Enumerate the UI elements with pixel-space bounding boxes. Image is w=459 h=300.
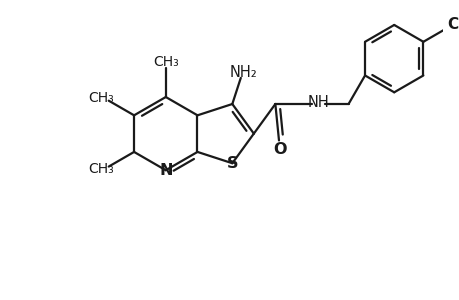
Text: NH₂: NH₂ [230,65,257,80]
Text: N: N [159,163,172,178]
Text: NH: NH [307,94,329,110]
Text: CH₃: CH₃ [88,163,114,176]
Text: CH₃: CH₃ [152,55,178,69]
Text: CH₃: CH₃ [88,91,114,105]
Text: O: O [273,142,286,157]
Text: Cl: Cl [447,17,459,32]
Text: S: S [226,156,238,171]
